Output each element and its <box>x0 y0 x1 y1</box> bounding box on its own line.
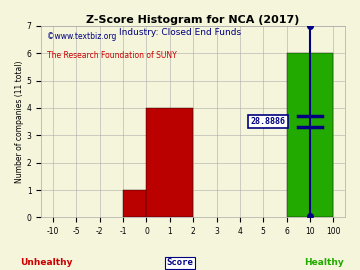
Text: The Research Foundation of SUNY: The Research Foundation of SUNY <box>48 51 177 60</box>
Bar <box>123 190 147 217</box>
Bar <box>287 53 333 217</box>
Bar <box>147 108 193 217</box>
Text: ©www.textbiz.org: ©www.textbiz.org <box>48 32 117 40</box>
Text: 28.8886: 28.8886 <box>251 117 285 126</box>
Text: Unhealthy: Unhealthy <box>21 258 73 267</box>
Text: Score: Score <box>167 258 193 267</box>
Text: Industry: Closed End Funds: Industry: Closed End Funds <box>119 28 241 37</box>
Y-axis label: Number of companies (11 total): Number of companies (11 total) <box>15 60 24 183</box>
Title: Z-Score Histogram for NCA (2017): Z-Score Histogram for NCA (2017) <box>86 15 300 25</box>
Text: Healthy: Healthy <box>304 258 344 267</box>
